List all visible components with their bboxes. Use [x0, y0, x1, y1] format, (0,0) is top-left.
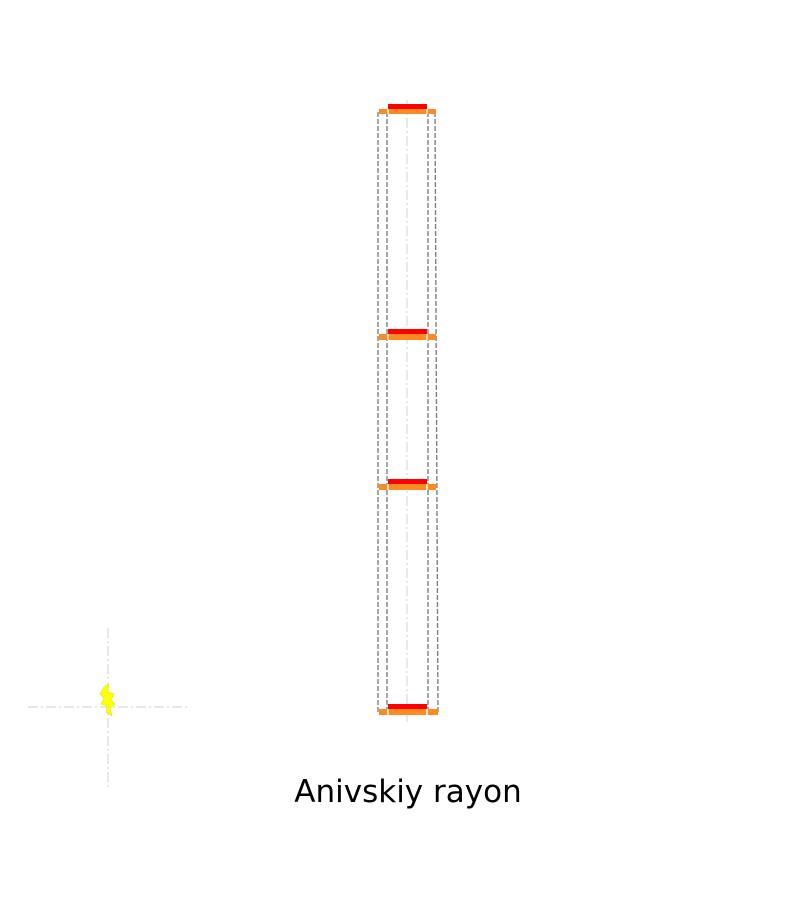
strip-band-2	[379, 329, 436, 340]
band-secondary-bar	[379, 109, 436, 114]
lightning-shape-icon	[99, 683, 116, 717]
band-primary-bar	[388, 479, 427, 484]
region-label: Anivskiy rayon	[294, 774, 522, 810]
strip-band-3	[379, 479, 436, 490]
band-secondary-bar	[379, 484, 436, 490]
band-primary-bar	[388, 104, 427, 109]
strip-band-4	[379, 704, 438, 715]
band-secondary-bar	[379, 334, 436, 340]
band-primary-bar	[388, 704, 427, 709]
band-primary-bar	[388, 329, 427, 334]
strip-band-1	[379, 104, 436, 114]
strip-outer-boundary-right	[434, 111, 439, 715]
band-secondary-bar	[379, 709, 438, 715]
